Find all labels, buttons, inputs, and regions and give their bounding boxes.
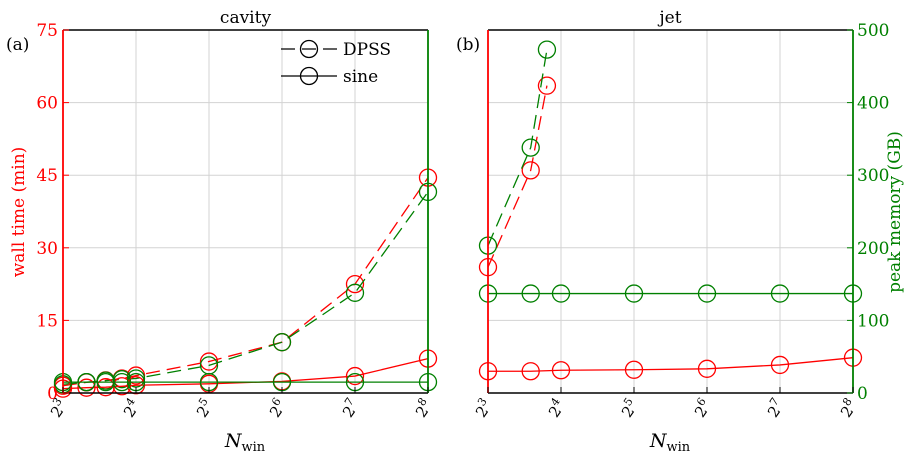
chart-title-jet: jet	[657, 8, 681, 28]
data-point-wall_time-dpss	[199, 352, 219, 371]
x-tick-label: 23	[470, 395, 497, 421]
series-line-wall_time-dpss	[487, 85, 548, 268]
data-point-peak_memory-dpss	[272, 333, 292, 352]
y-tick-label-left: 75	[36, 21, 58, 41]
plot-area-jet	[488, 30, 853, 393]
x-axis-label-sub: win	[666, 440, 690, 455]
data-point-wall_time-dpss	[521, 161, 540, 180]
y-tick-label-right: 500	[857, 21, 889, 41]
chart-title-cavity: cavity	[220, 8, 272, 28]
data-point-peak_memory-sine	[624, 284, 644, 303]
data-point-wall_time-sine	[521, 362, 540, 381]
series-line-wall_time-sine	[488, 357, 854, 372]
y-tick-label-right: 100	[857, 311, 889, 331]
y-tick-label-left: 60	[36, 94, 58, 114]
data-point-wall_time-sine	[770, 355, 790, 375]
data-point-peak_memory-sine	[770, 284, 790, 303]
data-point-peak_memory-dpss	[126, 369, 146, 388]
data-point-peak_memory-sine	[521, 284, 540, 303]
legend-marker-sine	[299, 66, 319, 86]
data-point-wall_time-dpss	[537, 76, 557, 95]
data-point-peak_memory-sine	[551, 284, 571, 303]
legend-label-dpss: DPSS	[343, 40, 391, 60]
panel-label-a: (a)	[6, 35, 29, 55]
data-point-peak_memory-dpss	[537, 40, 557, 59]
y-tick-label-left: 30	[36, 239, 58, 259]
y-tick-label-left: 0	[47, 384, 58, 404]
legend-marker-dpss	[299, 39, 319, 59]
series-line-peak_memory-dpss	[487, 49, 548, 246]
x-tick-label: 25	[191, 395, 218, 421]
x-tick-label: 24	[543, 395, 570, 421]
y-tick-label-right: 0	[857, 384, 868, 404]
x-axis-label-jet: Nwin	[649, 430, 691, 455]
legend-label-sine: sine	[343, 67, 378, 87]
x-tick-label: 24	[118, 395, 145, 421]
x-tick-label: 26	[264, 395, 291, 421]
data-point-peak_memory-dpss	[345, 283, 365, 302]
x-axis-label-sub: win	[241, 440, 265, 455]
data-point-peak_memory-dpss	[521, 138, 540, 157]
data-point-peak_memory-sine	[96, 372, 115, 392]
data-point-wall_time-sine	[551, 361, 571, 380]
y-tick-label-right: 400	[857, 94, 889, 114]
data-point-wall_time-sine	[697, 359, 717, 378]
data-point-peak_memory-sine	[77, 372, 96, 392]
x-axis-label-main: N	[649, 430, 668, 452]
y-tick-label-right: 200	[857, 239, 889, 259]
data-point-wall_time-sine	[624, 360, 644, 379]
data-point-wall_time-dpss	[345, 274, 365, 294]
x-tick-label: 26	[689, 395, 716, 421]
y-axis-label-peak-memory: peak memory (GB)	[885, 131, 905, 293]
y-tick-label-left: 15	[36, 311, 58, 331]
x-tick-label: 28	[410, 395, 437, 421]
x-tick-label: 27	[337, 395, 364, 421]
data-point-wall_time-sine	[77, 378, 96, 397]
y-tick-label-right: 300	[857, 166, 889, 186]
panel-label-b: (b)	[456, 35, 480, 55]
x-axis-label-main: N	[224, 430, 243, 452]
y-tick-label-left: 45	[36, 166, 58, 186]
data-point-peak_memory-sine	[112, 372, 132, 392]
data-point-wall_time-sine	[96, 378, 115, 397]
data-point-wall_time-sine	[345, 366, 365, 386]
x-tick-label: 25	[616, 395, 643, 421]
y-axis-label-wall-time: wall time (min)	[9, 147, 29, 278]
x-axis-label-cavity: Nwin	[224, 430, 266, 455]
plot-area-cavity	[63, 30, 428, 393]
legend: DPSS sine	[281, 39, 391, 87]
data-point-peak_memory-sine	[697, 284, 717, 303]
x-tick-label: 27	[762, 395, 789, 421]
